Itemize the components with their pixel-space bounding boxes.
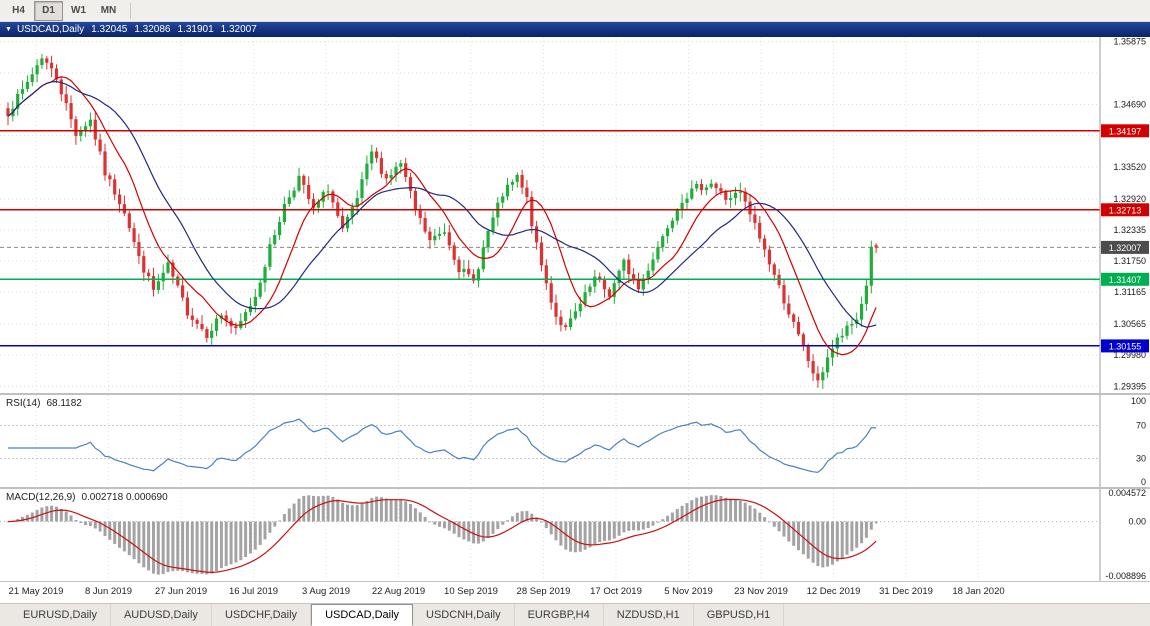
price-tag: 1.34197 — [1101, 124, 1149, 138]
price-chart-panel[interactable]: 1.35875 1.34690 1.33520 1.32920 1.32335 1.317… — [0, 37, 1150, 393]
chart-menu-icon[interactable]: ▼ — [5, 26, 12, 33]
price-axis-label: 1.31165 — [1114, 287, 1146, 297]
date-axis-label: 8 Jun 2019 — [84, 586, 133, 597]
macd-histogram — [6, 495, 878, 575]
price-axis-label: 1.29395 — [1113, 381, 1146, 391]
macd-name-label: MACD(12,26,9) — [6, 492, 76, 503]
bid-price-tag: 1.32007 — [1101, 240, 1149, 254]
price-axis-label: 1.33520 — [1113, 162, 1146, 172]
rsi-name-label: RSI(14) — [6, 398, 41, 409]
ohlc-low: 1.31901 — [177, 24, 214, 35]
rsi-axis-label: 30 — [1136, 453, 1146, 463]
date-axis-label: 10 Sep 2019 — [444, 586, 498, 597]
chart-tab-nzdusd[interactable]: NZDUSD,H1 — [604, 604, 694, 626]
chart-tab-audusd[interactable]: AUDUSD,Daily — [111, 604, 212, 626]
date-axis-label: 16 Jul 2019 — [228, 586, 279, 597]
chart-tab-usdchf[interactable]: USDCHF,Daily — [212, 604, 312, 626]
price-axis-label: 1.34690 — [1113, 100, 1146, 110]
macd-axis-label: 0.004572 — [1108, 489, 1146, 498]
chart-tab-eurusd[interactable]: EURUSD,Daily — [10, 604, 111, 626]
svg-text:1.30155: 1.30155 — [1109, 341, 1142, 351]
rsi-header: RSI(14) 68.1182 — [6, 398, 88, 409]
price-axis-label: 1.31750 — [1113, 256, 1146, 266]
toolbar-separator — [130, 2, 131, 19]
price-axis-label: 1.32920 — [1113, 194, 1146, 204]
panel-splitter[interactable] — [0, 487, 1150, 489]
timeframe-button-d1[interactable]: D1 — [34, 0, 63, 21]
chart-tabbar: EURUSD,Daily AUDUSD,Daily USDCHF,Daily USDC… — [0, 603, 1150, 626]
svg-text:1.32713: 1.32713 — [1109, 205, 1142, 215]
date-axis-label: 5 Nov 2019 — [664, 586, 713, 597]
chart-symbol-label: USDCAD,Daily — [16, 24, 85, 35]
chart-tab-usdcnh[interactable]: USDCNH,Daily — [413, 604, 515, 626]
rsi-axis-label: 70 — [1136, 421, 1146, 431]
date-axis-label: 31 Dec 2019 — [879, 586, 933, 597]
date-axis-label: 22 Aug 2019 — [371, 586, 426, 597]
chart-titlebar: ▼ USDCAD,Daily 1.32045 1.32086 1.31901 1… — [0, 22, 1150, 37]
date-axis-label: 3 Aug 2019 — [301, 586, 351, 597]
chart-tab-usdcad[interactable]: USDCAD,Daily — [311, 604, 414, 626]
chart-tab-gbpusd[interactable]: GBPUSD,H1 — [694, 604, 785, 626]
svg-text:1.31407: 1.31407 — [1109, 275, 1142, 285]
panel-splitter[interactable] — [0, 393, 1150, 395]
ohlc-close: 1.32007 — [220, 24, 257, 35]
timeframe-button-h4[interactable]: H4 — [12, 5, 25, 16]
rsi-panel[interactable]: 100 70 30 0 — [0, 395, 1150, 487]
date-axis-label: 18 Jan 2020 — [952, 586, 1005, 597]
ohlc-high: 1.32086 — [134, 24, 171, 35]
macd-value-label: 0.002718 0.000690 — [81, 492, 168, 503]
date-axis-label: 17 Oct 2019 — [590, 586, 642, 597]
macd-signal-line — [7, 498, 877, 574]
date-axis-label: 27 Jun 2019 — [154, 586, 208, 597]
date-axis-label: 21 May 2019 — [8, 586, 64, 597]
svg-text:1.32007: 1.32007 — [1109, 243, 1142, 253]
rsi-axis-label: 0 — [1141, 477, 1146, 487]
timeframe-buttons: H4 D1 W1 MN — [4, 0, 124, 21]
rsi-line — [8, 418, 877, 473]
macd-axis-label: 0.00 — [1128, 517, 1146, 527]
chart-tab-eurgbp[interactable]: EURGBP,H4 — [515, 604, 604, 626]
macd-axis-label: -0.008896 — [1105, 571, 1146, 581]
date-axis-label: 28 Sep 2019 — [516, 586, 571, 597]
price-axis-label: 1.32335 — [1113, 225, 1146, 235]
grid-layer — [0, 37, 1100, 393]
timeframe-button-w1[interactable]: W1 — [71, 5, 86, 16]
macd-panel[interactable]: 0.004572 0.00 -0.008896 — [0, 489, 1150, 581]
date-axis-label: 23 Nov 2019 — [734, 586, 788, 597]
price-tag: 1.31407 — [1101, 272, 1149, 286]
macd-header: MACD(12,26,9) 0.002718 0.000690 — [6, 492, 174, 503]
price-axis-label: 1.35875 — [1113, 37, 1146, 47]
timeframe-toolbar: H4 D1 W1 MN — [0, 0, 1150, 22]
date-axis[interactable]: 21 May 2019 8 Jun 2019 27 Jun 2019 16 Jul 2… — [0, 581, 1150, 603]
price-tag: 1.32713 — [1101, 203, 1149, 217]
price-axis-label: 1.29980 — [1113, 350, 1146, 360]
date-axis-label: 12 Dec 2019 — [806, 586, 861, 597]
timeframe-button-mn[interactable]: MN — [100, 5, 117, 16]
svg-text:1.34197: 1.34197 — [1109, 126, 1142, 136]
ma-layer — [7, 76, 877, 356]
rsi-value-label: 68.1182 — [46, 398, 82, 409]
price-tag: 1.30155 — [1101, 339, 1149, 353]
price-axis-label: 1.30565 — [1113, 319, 1146, 329]
ohlc-open: 1.32045 — [91, 24, 128, 35]
candles-layer — [6, 53, 878, 389]
rsi-axis-label: 100 — [1131, 396, 1146, 406]
